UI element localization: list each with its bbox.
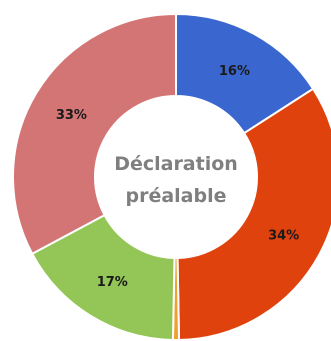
slice-label-4: 33% xyxy=(56,108,87,123)
slice-label-3: 17% xyxy=(97,275,128,290)
slice-label-0: 16% xyxy=(219,64,250,79)
slice-labels: 16% 34% 17% 33% xyxy=(56,64,299,290)
donut-hole xyxy=(95,96,257,258)
center-label-line-2: préalable xyxy=(125,185,226,207)
slice-label-1: 34% xyxy=(268,228,299,243)
center-label-line-1: Déclaration xyxy=(114,153,238,175)
